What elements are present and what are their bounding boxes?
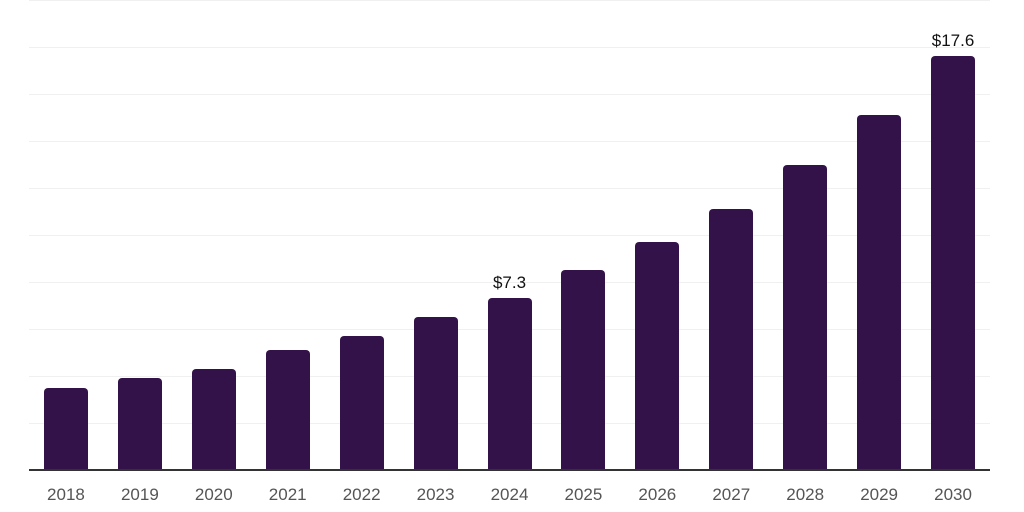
x-tick-2028: 2028 [786,485,825,504]
x-tick-2025: 2025 [564,485,603,504]
bar-value-label-2030: $17.6 [931,31,975,51]
gridline [29,0,990,1]
bar-2022 [339,336,384,470]
gridline [29,141,990,142]
bar-2030 [931,56,976,470]
x-tick-2029: 2029 [860,485,899,504]
bar-2023 [413,317,458,470]
gridline [29,282,990,283]
bar-2027 [709,209,754,470]
bar-2026 [635,242,680,470]
x-tick-2023: 2023 [416,485,455,504]
x-tick-2019: 2019 [120,485,159,504]
bar-value-label-2024: $7.3 [492,273,527,293]
bar-2029 [857,115,902,470]
bar-2018 [43,387,88,470]
x-tick-2024: 2024 [490,485,529,504]
gridline [29,235,990,236]
gridline [29,94,990,95]
bar-2020 [191,368,236,470]
x-tick-2018: 2018 [47,485,85,504]
x-tick-2021: 2021 [268,485,307,504]
bar-2024 [487,298,532,470]
gridline [29,188,990,189]
x-tick-2020: 2020 [194,485,233,504]
bar-2028 [783,164,828,470]
bar-2025 [561,270,606,470]
x-axis-line [29,469,990,471]
bar-2021 [265,350,310,470]
x-tick-2022: 2022 [342,485,381,504]
plot-area: $7.3 $17.6 [29,0,990,471]
gridline [29,47,990,48]
x-tick-2027: 2027 [712,485,751,504]
bar-2019 [117,378,162,470]
x-tick-2026: 2026 [638,485,677,504]
x-tick-2030: 2030 [934,485,972,504]
x-axis-labels: 2018 2019 2020 2021 2022 2023 2024 2025 2026 2027… [29,486,990,506]
